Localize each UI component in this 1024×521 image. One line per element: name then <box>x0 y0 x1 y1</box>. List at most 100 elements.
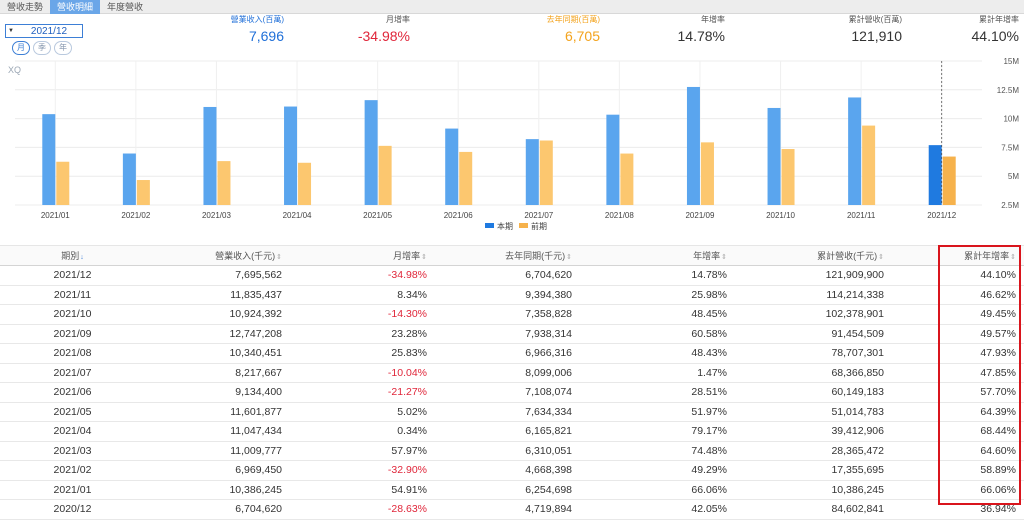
bar-current <box>364 100 378 205</box>
summary-yoy: 年增率 14.78% <box>650 15 725 46</box>
table-cell: 74.48% <box>580 441 735 461</box>
table-cell: 6,704,620 <box>435 265 580 286</box>
x-tick-label: 2021/01 <box>41 211 70 220</box>
summary-value: 7,696 <box>248 28 284 44</box>
table-cell: 2021/04 <box>0 421 145 442</box>
table-cell: 44.10% <box>892 265 1024 286</box>
table-cell: 68,366,850 <box>735 363 892 383</box>
summary-label: 累計年增率 <box>979 15 1019 24</box>
table-row[interactable]: 2021/12 7,695,562 -34.98% 6,704,620 14.78% 12… <box>0 265 1024 286</box>
x-tick-label: 2021/11 <box>847 211 876 220</box>
bar-prior <box>862 125 876 205</box>
tab-revenue-details[interactable]: 營收明細 <box>50 0 101 14</box>
table-cell: 1.47% <box>580 363 735 383</box>
legend-label-current: 本期 <box>497 221 513 231</box>
table-row[interactable]: 2021/02 6,969,450 -32.90% 4,668,398 49.29% 17… <box>0 460 1024 481</box>
summary-value: 14.78% <box>677 28 725 44</box>
period-yearly-button[interactable]: 年 <box>54 41 72 55</box>
table-row[interactable]: 2021/10 10,924,392 -14.30% 7,358,828 48.45% 1… <box>0 304 1024 325</box>
period-toggle: 月 季 年 <box>12 41 72 55</box>
table-row[interactable]: 2021/03 11,009,777 57.97% 6,310,051 74.48% 28… <box>0 441 1024 461</box>
bar-current <box>848 97 862 205</box>
table-cell: 5.02% <box>290 402 435 422</box>
period-monthly-button[interactable]: 月 <box>12 41 30 55</box>
bar-current <box>767 107 781 205</box>
tab-annual-revenue[interactable]: 年度營收 <box>107 2 144 12</box>
column-header[interactable]: 月增率⇕ <box>290 245 435 266</box>
table-cell: 12,747,208 <box>145 324 290 344</box>
table-row[interactable]: 2021/05 11,601,877 5.02% 7,634,334 51.97% 51,… <box>0 402 1024 422</box>
table-cell: 78,707,301 <box>735 343 892 364</box>
table-cell: 49.29% <box>580 460 735 481</box>
date-select[interactable]: ▼ 2021/12 <box>5 24 83 38</box>
table-cell: 10,386,245 <box>735 480 892 500</box>
table-row[interactable]: 2020/12 6,704,620 -28.63% 4,719,894 42.05% 84… <box>0 499 1024 520</box>
sort-icon[interactable]: ⇕ <box>1010 254 1016 261</box>
table-row[interactable]: 2021/11 11,835,437 8.34% 9,394,380 25.98% 114… <box>0 285 1024 305</box>
table-row[interactable]: 2021/09 12,747,208 23.28% 7,938,314 60.58% 91… <box>0 324 1024 344</box>
table-cell: 6,966,316 <box>435 343 580 364</box>
tab-revenue-trend[interactable]: 營收走勢 <box>7 2 44 12</box>
column-header[interactable]: 累計營收(千元)⇕ <box>735 245 892 266</box>
table-cell: 66.06% <box>892 480 1024 500</box>
summary-label: 去年同期(百萬) <box>546 15 600 24</box>
summary-value: 121,910 <box>851 28 902 44</box>
column-header[interactable]: 去年同期(千元)⇕ <box>435 245 580 266</box>
column-header[interactable]: 年增率⇕ <box>580 245 735 266</box>
column-header[interactable]: 累計年增率⇕ <box>892 245 1024 266</box>
bar-prior <box>136 180 150 205</box>
table-cell: 28,365,472 <box>735 441 892 461</box>
sort-icon[interactable]: ↓ <box>80 254 84 261</box>
table-cell: 39,412,906 <box>735 421 892 442</box>
sort-icon[interactable]: ⇕ <box>566 254 572 261</box>
table-cell: 10,924,392 <box>145 304 290 325</box>
period-quarterly-button[interactable]: 季 <box>33 41 51 55</box>
summary-cumulative-yoy: 累計年增率 44.10% <box>940 15 1019 46</box>
table-cell: -34.98% <box>290 265 435 286</box>
table-cell: 7,634,334 <box>435 402 580 422</box>
table-cell: 2021/09 <box>0 324 145 344</box>
table-row[interactable]: 2021/04 11,047,434 0.34% 6,165,821 79.17% 39,… <box>0 421 1024 442</box>
table-cell: 51.97% <box>580 402 735 422</box>
tab-bar: 營收走勢 營收明細 年度營收 <box>0 0 1024 14</box>
table-cell: 60,149,183 <box>735 382 892 403</box>
date-select-value: 2021/12 <box>30 25 68 37</box>
table-cell: 11,601,877 <box>145 402 290 422</box>
chart-watermark: XQ <box>8 65 21 75</box>
table-cell: 14.78% <box>580 265 735 286</box>
column-header[interactable]: 期別↓ <box>0 245 145 266</box>
bar-prior <box>781 149 795 205</box>
bar-current <box>445 128 459 205</box>
table-cell: 9,134,400 <box>145 382 290 403</box>
table-cell: 2020/12 <box>0 499 145 520</box>
table-cell: 48.43% <box>580 343 735 364</box>
table-cell: 2021/11 <box>0 285 145 305</box>
sort-icon[interactable]: ⇕ <box>276 254 282 261</box>
table-cell: 60.58% <box>580 324 735 344</box>
x-tick-label: 2021/04 <box>283 211 312 220</box>
sort-icon[interactable]: ⇕ <box>878 254 884 261</box>
table-row[interactable]: 2021/07 8,217,667 -10.04% 8,099,006 1.47% 68,… <box>0 363 1024 383</box>
sort-icon[interactable]: ⇕ <box>721 254 727 261</box>
table-cell: 8.34% <box>290 285 435 305</box>
table-row[interactable]: 2021/08 10,340,451 25.83% 6,966,316 48.43% 78… <box>0 343 1024 364</box>
revenue-table: 期別↓ 營業收入(千元)⇕ 月增率⇕ 去年同期(千元)⇕ 年增率⇕ 累計營收(千元)⇕ 累計… <box>0 245 1024 520</box>
x-tick-label: 2021/09 <box>685 211 714 220</box>
column-header[interactable]: 營業收入(千元)⇕ <box>145 245 290 266</box>
table-cell: -21.27% <box>290 382 435 403</box>
column-header-label: 年增率 <box>693 251 721 261</box>
sort-icon[interactable]: ⇕ <box>421 254 427 261</box>
table-row[interactable]: 2021/06 9,134,400 -21.27% 7,108,074 28.51% 60… <box>0 382 1024 403</box>
table-cell: 25.98% <box>580 285 735 305</box>
column-header-label: 去年同期(千元) <box>505 251 566 261</box>
table-cell: 46.62% <box>892 285 1024 305</box>
table-row[interactable]: 2021/01 10,386,245 54.91% 6,254,698 66.06% 10… <box>0 480 1024 500</box>
summary-last-year: 去年同期(百萬) 6,705 <box>500 15 600 46</box>
column-header-label: 營業收入(千元) <box>215 251 276 261</box>
table-cell: -10.04% <box>290 363 435 383</box>
column-header-label: 累計年增率 <box>964 251 1010 261</box>
bar-current <box>686 86 700 205</box>
bar-prior <box>378 145 392 205</box>
bar-prior <box>459 151 473 205</box>
table-cell: 25.83% <box>290 343 435 364</box>
